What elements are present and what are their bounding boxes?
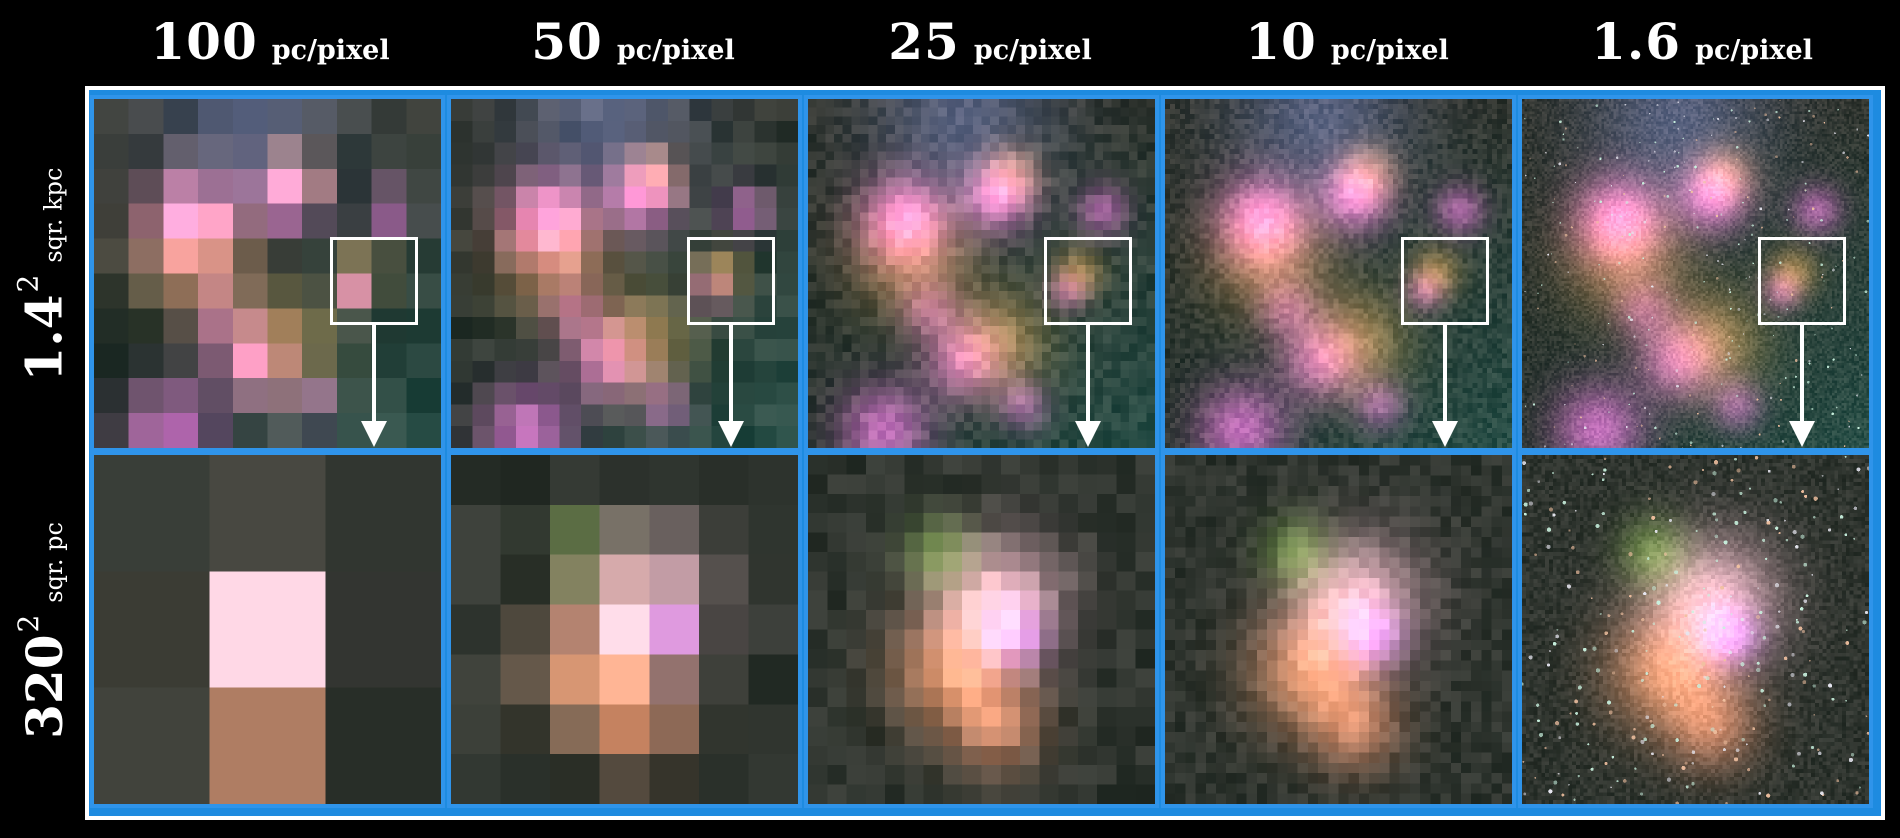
- arrow-head-icon: [1075, 421, 1101, 447]
- area-unit: sqr. kpc: [40, 167, 68, 262]
- wide-field-panel-5-image: [1522, 99, 1869, 448]
- zoom-arrow: [1086, 325, 1090, 425]
- wide-field-panel-3: [804, 95, 1159, 452]
- wide-field-panel-2-image: [451, 99, 798, 448]
- resolution-unit: pc/pixel: [974, 35, 1092, 66]
- area-base: 320: [15, 634, 74, 738]
- zoom-panel-1: [90, 451, 445, 808]
- resolution-value: 1.6: [1591, 12, 1681, 71]
- zoom-panel-3-image: [808, 455, 1155, 804]
- resolution-value: 10: [1245, 12, 1317, 71]
- resolution-value: 100: [150, 12, 257, 71]
- zoom-panel-4-image: [1165, 455, 1512, 804]
- row-label-2: 320 2 sqr. pc: [12, 430, 76, 830]
- zoom-arrow: [1800, 325, 1804, 425]
- wide-field-panel-1: [90, 95, 445, 452]
- zoom-panel-1-image: [94, 455, 441, 804]
- arrow-head-icon: [718, 421, 744, 447]
- column-header-3: 25 pc/pixel: [812, 12, 1168, 78]
- zoom-arrow: [1443, 325, 1447, 425]
- wide-field-panel-1-image: [94, 99, 441, 448]
- resolution-value: 25: [888, 12, 960, 71]
- zoom-panel-4: [1161, 451, 1516, 808]
- resolution-unit: pc/pixel: [1695, 35, 1813, 66]
- resolution-unit: pc/pixel: [272, 35, 390, 66]
- area-exponent: 2: [12, 274, 45, 292]
- zoom-arrow: [729, 325, 733, 425]
- wide-field-panel-4: [1161, 95, 1516, 452]
- column-header-2: 50 pc/pixel: [455, 12, 811, 78]
- zoom-panel-2: [447, 451, 802, 808]
- zoom-panel-3: [804, 451, 1159, 808]
- wide-field-panel-4-image: [1165, 99, 1512, 448]
- arrow-head-icon: [1432, 421, 1458, 447]
- wide-field-panel-5: [1518, 95, 1873, 452]
- row-label-1: 1.4 2 sqr. kpc: [12, 74, 76, 474]
- zoom-panel-2-image: [451, 455, 798, 804]
- wide-field-panel-2: [447, 95, 802, 452]
- area-exponent: 2: [12, 614, 45, 632]
- resolution-unit: pc/pixel: [617, 35, 735, 66]
- column-header-4: 10 pc/pixel: [1169, 12, 1525, 78]
- arrow-head-icon: [361, 421, 387, 447]
- resolution-unit: pc/pixel: [1331, 35, 1449, 66]
- arrow-head-icon: [1789, 421, 1815, 447]
- column-header-1: 100 pc/pixel: [92, 12, 448, 78]
- zoom-panel-5: [1518, 451, 1873, 808]
- column-header-5: 1.6 pc/pixel: [1524, 12, 1880, 78]
- area-unit: sqr. pc: [40, 522, 68, 603]
- area-base: 1.4: [15, 294, 74, 381]
- resolution-value: 50: [531, 12, 603, 71]
- wide-field-panel-3-image: [808, 99, 1155, 448]
- zoom-panel-5-image: [1522, 455, 1869, 804]
- zoom-arrow: [372, 325, 376, 425]
